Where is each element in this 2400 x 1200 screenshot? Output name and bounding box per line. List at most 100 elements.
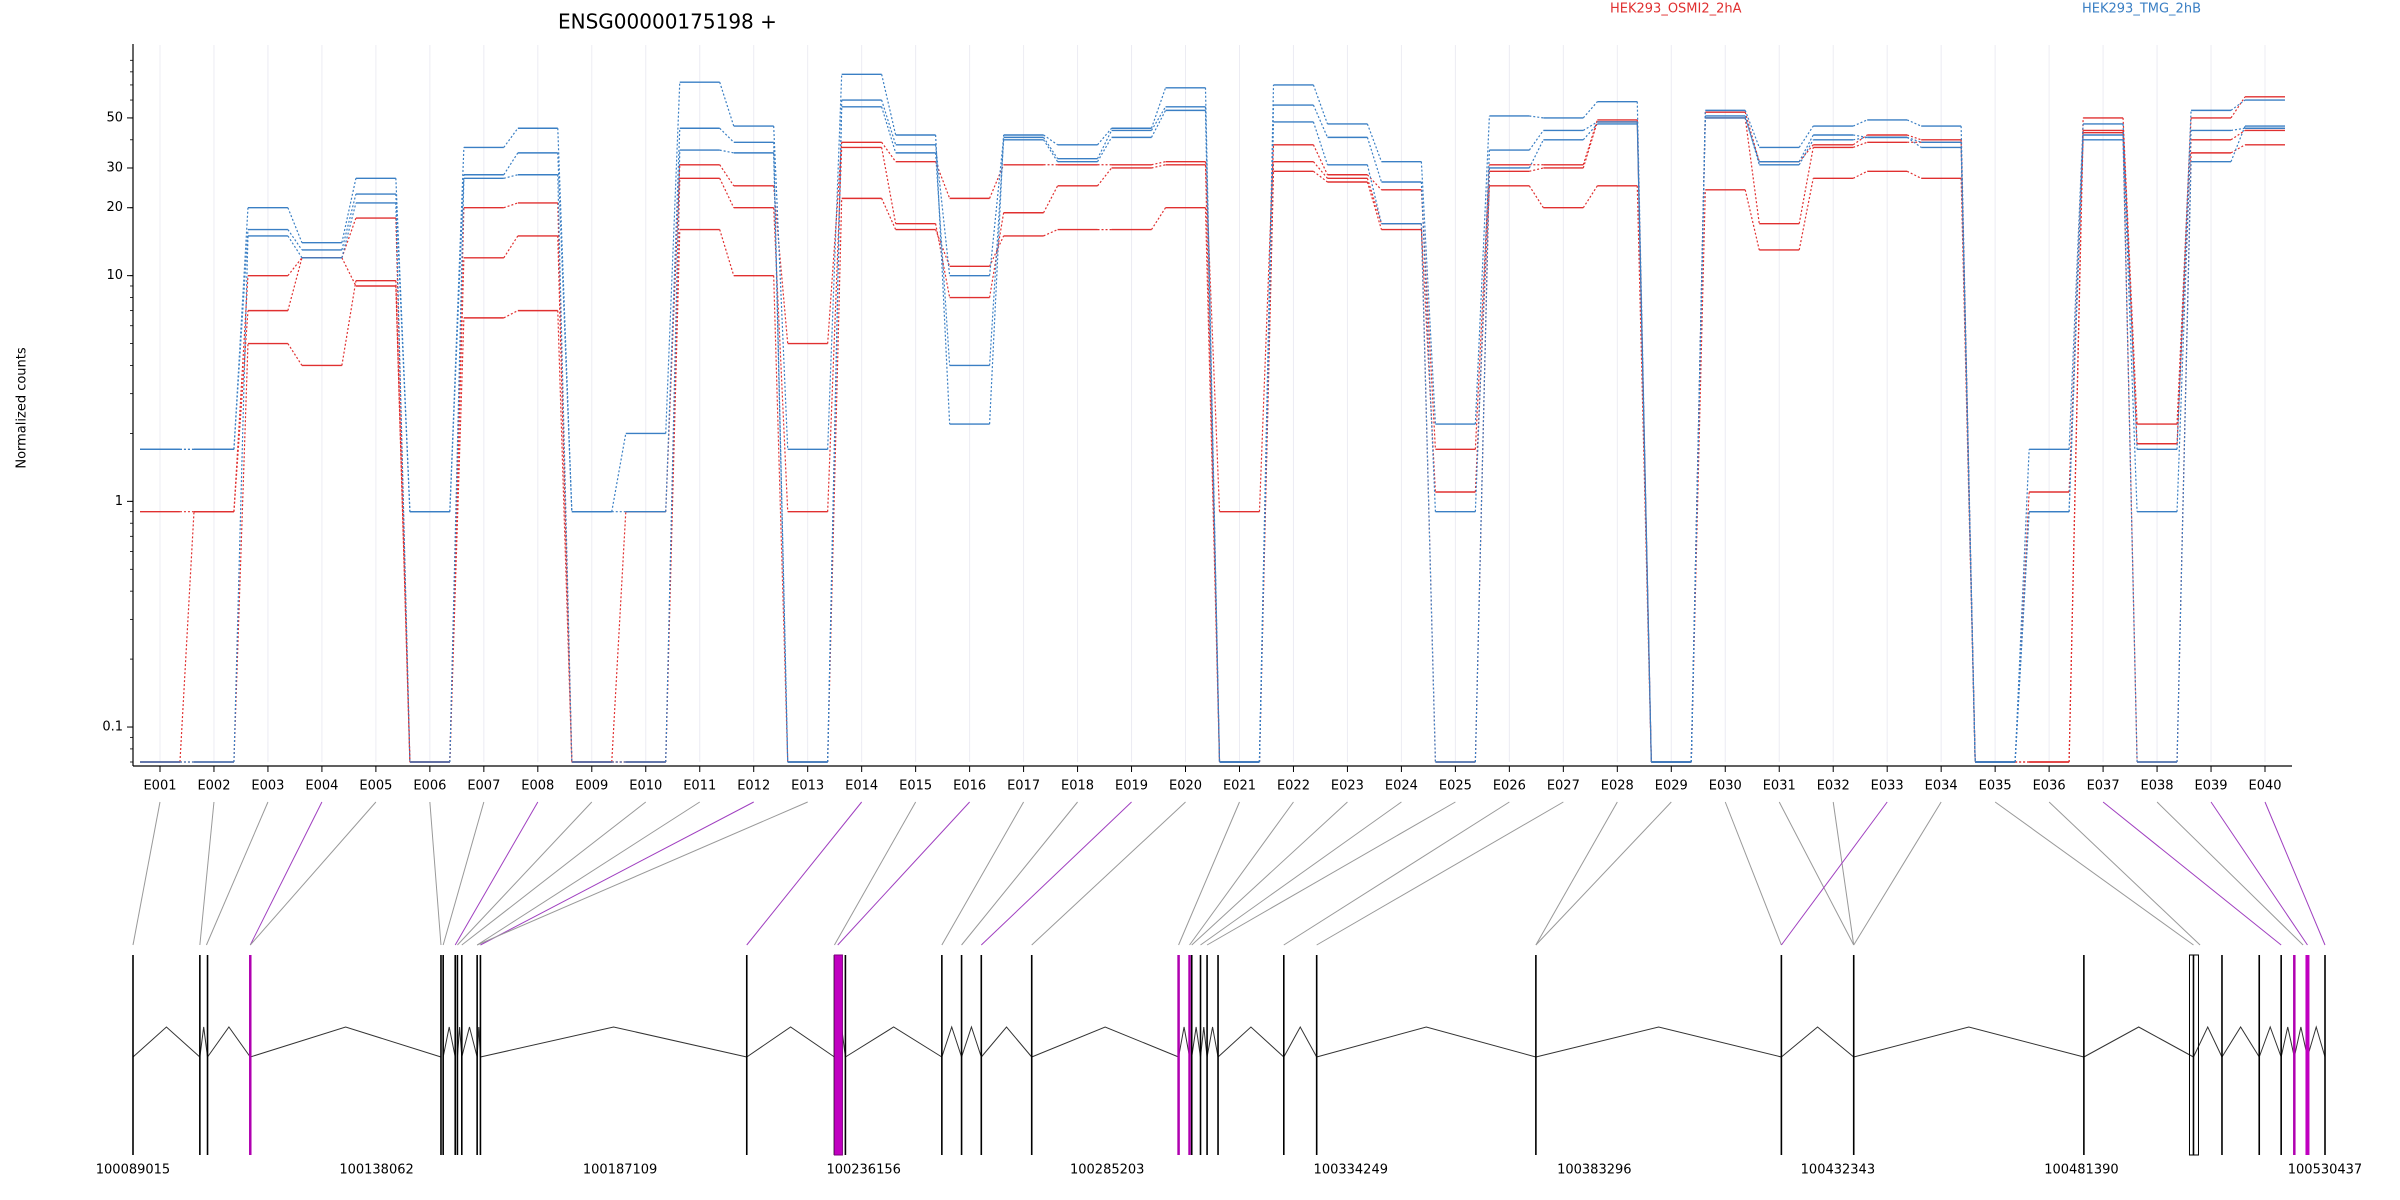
series-connector [2230,99,2246,111]
exon-connector [476,801,808,946]
x-tick-label: E031 [1763,779,1796,794]
y-tick-label: 50 [106,110,123,125]
genomic-tick-label: 100089015 [96,1163,170,1178]
intron [1316,1026,1537,1058]
x-tick-label: E012 [737,779,770,794]
exon-connector [2264,801,2326,946]
intron [1178,1026,1191,1058]
series-connector [1043,185,1059,214]
exon-connector [834,801,917,946]
series-connector [2230,125,2246,162]
series-connector [1420,229,1437,493]
series-connector [611,433,627,512]
exon-connector [2048,801,2201,946]
x-tick-label: E005 [359,779,392,794]
exon-connector [1189,801,1294,946]
series-connector [1204,87,1221,763]
intron [1283,1025,1318,1058]
series-connector [1097,137,1113,162]
series-connector [827,74,843,450]
series-connector [935,144,951,276]
series-connector [935,134,951,425]
series-connector [1258,121,1275,763]
series-connector [665,82,681,434]
intron [1217,1026,1285,1058]
series-connector [1906,136,1922,143]
exon-connector [1535,801,1618,946]
grid-lines [159,45,2266,762]
series-connector [2122,117,2138,425]
series-connector [881,198,897,230]
y-tick-label: 1 [115,494,123,509]
intron [845,1026,943,1058]
intron [461,1026,478,1058]
series-connector [1366,181,1383,230]
x-tick-label: E029 [1655,779,1688,794]
genomic-tick-label: 100530437 [2288,1163,2362,1178]
genomic-tick-label: 100334249 [1314,1163,1388,1178]
exon-connector [2210,801,2308,946]
x-tick-label: E030 [1709,779,1742,794]
exon-connector [1178,801,1240,946]
series-connector [2176,130,2192,512]
x-tick-label: E023 [1331,779,1364,794]
series-connector [179,511,195,763]
series-connector [935,229,951,267]
series-connector [1096,130,1113,159]
series-connector [1474,164,1490,450]
intron [2258,1025,2282,1058]
intron [980,1026,1033,1058]
series-connector [2122,130,2138,444]
series-connector [1043,139,1059,162]
series-connector [1798,139,1814,166]
intron [132,1026,201,1058]
genomic-tick-label: 100187109 [583,1163,657,1178]
chart-title: ENSG00000175198 + [558,10,777,34]
intron [199,1026,209,1058]
y-axis [127,44,134,766]
exon-connector [1206,801,1456,946]
series-connector [1529,115,1544,119]
exon-connector [2156,801,2304,946]
y-tick-label: 20 [106,200,123,215]
x-tick-label: E019 [1115,779,1148,794]
series-connector [287,207,303,243]
series-connector [1150,110,1167,138]
series-connector [665,150,681,763]
series-connector [881,106,897,154]
series-connector [1043,137,1059,159]
x-tick-label: E020 [1169,779,1202,794]
series-connector [1312,144,1329,175]
series-connector [1420,189,1437,450]
series-connector [2176,117,2192,425]
series-connector [1150,87,1167,129]
series-connector [1798,134,1814,162]
series-connector [989,235,1005,267]
exon-connector [1283,801,1510,946]
series-connector [395,193,411,512]
series-connector [449,257,465,763]
exon-connector [442,801,485,946]
series-connector [503,202,519,209]
series-connector [1798,178,1814,251]
series-connector [935,152,951,366]
series-connector [2014,449,2030,763]
y-tick-label: 0.1 [102,720,123,735]
series-connector [1420,181,1437,512]
exon-connector [1994,801,2194,946]
series-connector [233,310,249,512]
x-tick-label: E033 [1871,779,1904,794]
x-tick-label: E034 [1925,779,1958,794]
x-tick-label: E009 [575,779,608,794]
series-connector [719,127,735,143]
series-4 [140,73,2285,763]
x-tick-label: E025 [1439,779,1472,794]
series-connector [1852,119,1868,127]
exon-connectors [132,801,2326,946]
intron [2221,1026,2260,1058]
series-connector [1312,161,1328,179]
intron [961,1025,982,1058]
series-connector [773,152,789,763]
x-tick-label: E001 [143,779,176,794]
series-connector [1582,185,1598,209]
